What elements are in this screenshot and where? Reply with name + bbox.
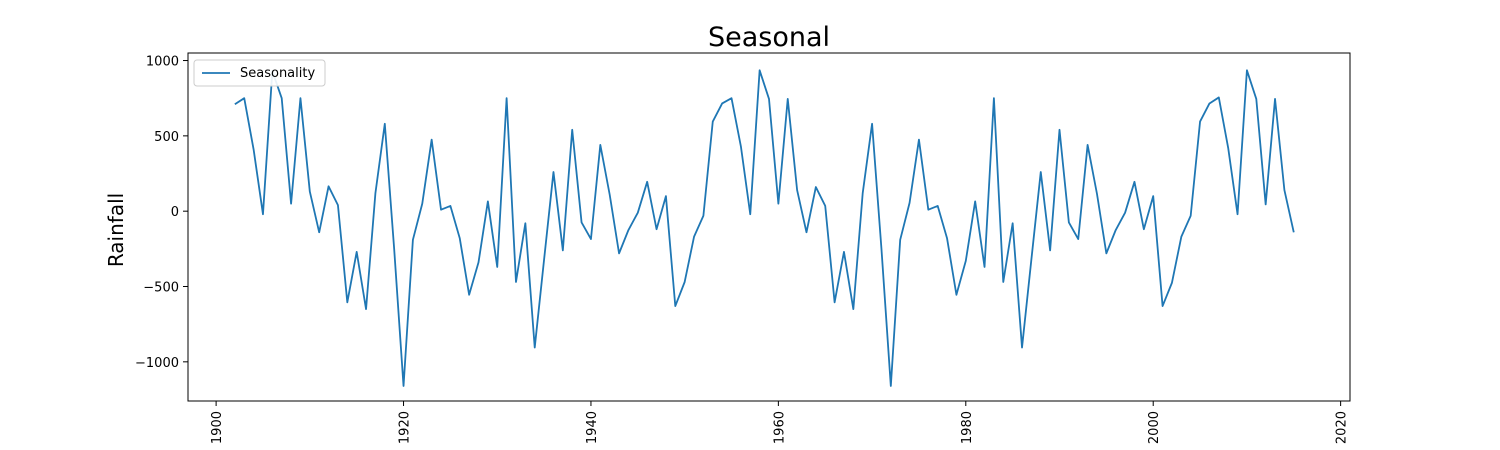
x-tick-label: 1960 bbox=[772, 411, 787, 444]
y-tick-label: 0 bbox=[171, 205, 179, 220]
y-tick-label: −1000 bbox=[135, 356, 179, 371]
y-axis-label: Rainfall bbox=[104, 193, 128, 267]
x-tick-label: 1920 bbox=[398, 411, 413, 444]
x-tick-label: 1940 bbox=[585, 411, 600, 444]
legend-label-seasonality: Seasonality bbox=[240, 66, 315, 81]
plot-frame bbox=[187, 52, 1351, 402]
y-tick-label: 500 bbox=[154, 130, 179, 145]
y-axis: 1000 500 0 −500 −1000 bbox=[135, 55, 188, 371]
x-tick-label: 2000 bbox=[1147, 411, 1162, 444]
y-tick-label: −500 bbox=[143, 281, 179, 296]
y-tick-label: 1000 bbox=[146, 55, 179, 70]
legend-box bbox=[193, 59, 326, 87]
x-tick-label: 1900 bbox=[210, 411, 225, 444]
x-tick-label: 2020 bbox=[1335, 411, 1350, 444]
x-axis: 1900 1920 1940 1960 1980 2000 2020 bbox=[210, 401, 1350, 444]
legend: Seasonality bbox=[193, 59, 326, 87]
series-layer bbox=[234, 69, 1295, 387]
x-tick-label: 1980 bbox=[960, 411, 975, 444]
series-line-0 bbox=[234, 69, 1295, 387]
chart-title: Seasonal bbox=[708, 22, 830, 53]
